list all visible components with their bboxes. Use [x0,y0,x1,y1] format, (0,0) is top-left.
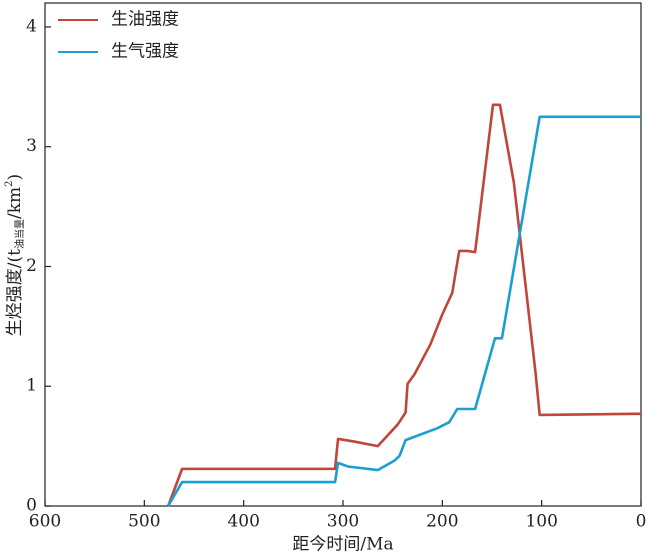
plot-frame [44,2,642,507]
y-tick-label: 2 [26,256,37,276]
x-axis-label: 距今时间/Ma [292,535,393,555]
x-tick-label: 0 [636,512,647,532]
y-label-part: ) [5,174,25,181]
y-label-part: /km [5,187,25,219]
y-label-part: 油当量 [13,219,26,249]
x-tick-label: 600 [29,512,61,532]
y-tick-label: 4 [26,16,37,36]
x-tick-label: 500 [128,512,160,532]
data-line [166,103,642,507]
y-label-part: 2 [4,180,15,186]
data-line [167,115,641,507]
x-tick-label: 300 [327,512,359,532]
y-tick-label: 1 [26,376,37,396]
y-axis-label: 生烃强度/(t油当量/km2) [4,174,26,336]
y-tick-label: 3 [26,136,37,156]
x-tick-label: 400 [227,512,259,532]
x-tick-label: 200 [426,512,458,532]
x-tick-label: 100 [525,512,557,532]
legend-label: 生油强度 [111,10,179,30]
legend-label: 生气强度 [111,42,179,62]
y-tick-label: 0 [26,496,37,516]
y-label-part: 生烃强度/(t [5,249,25,336]
